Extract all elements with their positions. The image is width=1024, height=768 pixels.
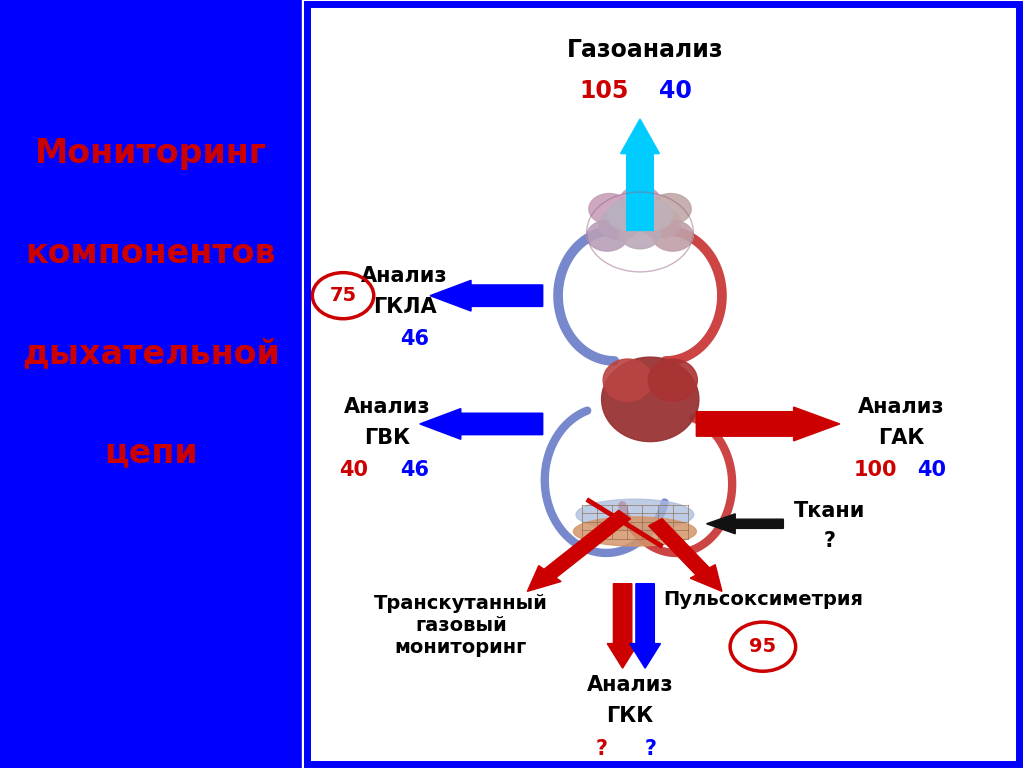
Text: ГВК: ГВК bbox=[364, 428, 411, 448]
Text: дыхательной: дыхательной bbox=[23, 337, 280, 369]
Text: Анализ: Анализ bbox=[858, 397, 944, 417]
Circle shape bbox=[620, 186, 660, 217]
Circle shape bbox=[589, 194, 630, 224]
Circle shape bbox=[632, 200, 673, 230]
Text: ?: ? bbox=[823, 531, 836, 551]
Text: компонентов: компонентов bbox=[26, 237, 276, 270]
Ellipse shape bbox=[603, 359, 652, 401]
Text: 105: 105 bbox=[580, 78, 629, 103]
Circle shape bbox=[587, 220, 628, 251]
Text: Анализ: Анализ bbox=[587, 675, 673, 695]
Text: Транскутанный
газовый
мониторинг: Транскутанный газовый мониторинг bbox=[374, 594, 548, 657]
FancyArrow shape bbox=[430, 280, 543, 311]
Bar bbox=[302, 0, 1024, 768]
Text: Ткани: Ткани bbox=[794, 501, 865, 521]
FancyArrow shape bbox=[630, 584, 660, 668]
Circle shape bbox=[607, 200, 648, 230]
Text: Анализ: Анализ bbox=[344, 397, 430, 417]
Ellipse shape bbox=[602, 357, 698, 442]
Text: 95: 95 bbox=[750, 637, 776, 656]
Text: 40: 40 bbox=[918, 460, 946, 480]
Circle shape bbox=[640, 207, 681, 238]
Text: 46: 46 bbox=[400, 460, 429, 480]
FancyArrow shape bbox=[420, 409, 543, 439]
FancyArrow shape bbox=[649, 518, 722, 591]
Ellipse shape bbox=[575, 499, 694, 530]
Text: ГАК: ГАК bbox=[878, 428, 925, 448]
FancyArrow shape bbox=[607, 584, 638, 668]
Text: 100: 100 bbox=[854, 460, 897, 480]
Text: 40: 40 bbox=[339, 460, 368, 480]
Text: Анализ: Анализ bbox=[361, 266, 447, 286]
Text: цепи: цепи bbox=[104, 437, 198, 469]
Text: ?: ? bbox=[596, 739, 608, 759]
Bar bbox=[307, 4, 1019, 764]
Circle shape bbox=[652, 220, 693, 251]
Bar bbox=[0, 0, 302, 768]
FancyArrow shape bbox=[621, 119, 659, 230]
Circle shape bbox=[650, 194, 691, 224]
Ellipse shape bbox=[573, 517, 696, 546]
Text: 40: 40 bbox=[659, 78, 692, 103]
FancyArrow shape bbox=[527, 510, 631, 591]
Text: ГКК: ГКК bbox=[606, 706, 653, 726]
Text: 46: 46 bbox=[400, 329, 429, 349]
FancyArrow shape bbox=[696, 407, 840, 441]
Text: 75: 75 bbox=[330, 286, 356, 305]
Ellipse shape bbox=[648, 359, 697, 401]
Text: Газоанализ: Газоанализ bbox=[567, 38, 723, 62]
Text: ГКЛА: ГКЛА bbox=[373, 297, 436, 317]
Text: Мониторинг: Мониторинг bbox=[35, 137, 267, 170]
Text: ?: ? bbox=[644, 739, 656, 759]
FancyArrow shape bbox=[707, 514, 783, 534]
Circle shape bbox=[599, 209, 640, 240]
Circle shape bbox=[620, 218, 660, 249]
Text: Пульсоксиметрия: Пульсоксиметрия bbox=[663, 590, 863, 608]
